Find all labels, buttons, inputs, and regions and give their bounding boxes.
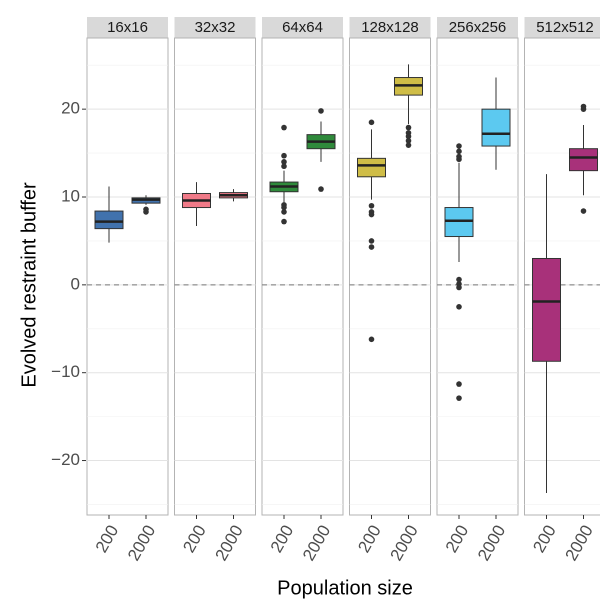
outlier xyxy=(580,208,587,214)
outlier xyxy=(368,211,375,218)
x-tick-label: 200 xyxy=(442,522,473,556)
panel xyxy=(86,37,169,516)
strip xyxy=(262,17,343,38)
y-axis-label: Evolved restraint buffer xyxy=(18,182,40,388)
outlier xyxy=(368,336,375,343)
y-tick-label: 0 xyxy=(71,274,80,293)
strip xyxy=(349,17,431,38)
x-tick-label: 200 xyxy=(179,522,210,556)
box xyxy=(94,210,124,230)
box xyxy=(444,207,474,238)
x-tick-label: 200 xyxy=(267,522,298,556)
outlier xyxy=(281,124,287,131)
box xyxy=(532,257,561,362)
y-tick-label: −20 xyxy=(51,450,80,469)
outlier xyxy=(456,156,462,163)
outlier xyxy=(580,106,587,112)
x-tick-label: 200 xyxy=(529,522,560,556)
y-tick-label: 10 xyxy=(61,186,80,205)
outlier xyxy=(456,148,462,155)
outlier xyxy=(405,133,412,140)
x-tick-label: 2000 xyxy=(299,522,334,564)
outlier xyxy=(143,209,149,215)
x-tick-label: 2000 xyxy=(561,522,596,564)
outlier xyxy=(456,304,462,310)
outlier xyxy=(368,202,375,209)
outlier xyxy=(405,137,412,144)
outlier xyxy=(405,142,412,148)
outlier xyxy=(456,381,462,387)
outlier xyxy=(281,159,287,165)
panel xyxy=(349,37,431,516)
panel xyxy=(174,37,256,516)
box xyxy=(569,148,598,172)
x-tick-label: 2000 xyxy=(386,522,421,564)
strip-label: 256x256 xyxy=(449,19,507,36)
strip xyxy=(437,17,518,38)
strip-label: 16x16 xyxy=(107,19,148,36)
outlier xyxy=(456,143,462,149)
x-tick-label: 2000 xyxy=(474,522,509,564)
strip-label: 32x32 xyxy=(195,19,236,36)
outlier xyxy=(368,244,375,250)
outlier xyxy=(281,163,287,170)
outlier xyxy=(318,186,324,192)
x-tick-label: 2000 xyxy=(124,522,159,564)
y-tick-label: 20 xyxy=(61,99,80,118)
outlier xyxy=(281,204,287,211)
strip-label: 512x512 xyxy=(536,19,594,36)
box xyxy=(357,157,386,178)
box xyxy=(481,108,511,147)
outlier xyxy=(405,124,412,131)
outlier xyxy=(368,119,375,126)
panel xyxy=(261,37,344,516)
outlier xyxy=(368,238,375,244)
outlier xyxy=(456,284,462,291)
x-tick-label: 200 xyxy=(354,522,385,556)
strip-label: 128x128 xyxy=(361,19,419,36)
outlier xyxy=(318,108,324,114)
x-tick-label: 2000 xyxy=(211,522,246,564)
y-tick-label: −10 xyxy=(51,362,80,381)
strip xyxy=(174,17,256,38)
strip-label: 64x64 xyxy=(282,19,323,36)
outlier xyxy=(281,152,287,159)
outlier xyxy=(456,276,462,283)
x-tick-label: 200 xyxy=(92,522,123,556)
outlier xyxy=(281,209,287,215)
outlier xyxy=(281,218,287,225)
strip xyxy=(87,17,168,38)
x-axis-label: Population size xyxy=(277,577,413,599)
outlier xyxy=(456,395,462,401)
strip xyxy=(524,17,600,38)
